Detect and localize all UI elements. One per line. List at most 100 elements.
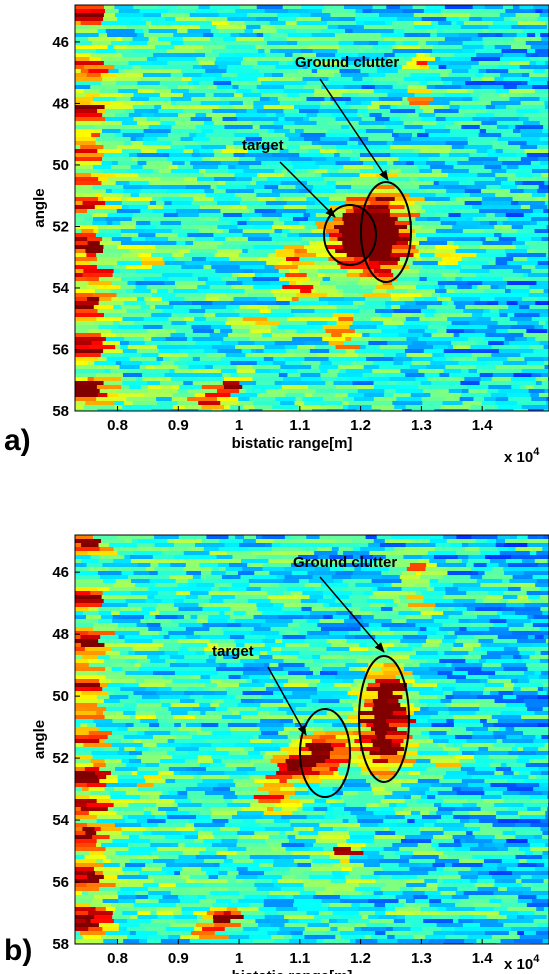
heatmap-cell — [278, 743, 290, 748]
heatmap-cell — [276, 575, 286, 580]
heatmap-cell — [408, 603, 437, 608]
heatmap-cell — [118, 325, 144, 330]
heatmap-cell — [522, 559, 536, 564]
heatmap-cell — [319, 783, 345, 788]
heatmap-cell — [431, 333, 455, 338]
heatmap-cell — [426, 277, 447, 282]
heatmap-cell — [256, 707, 279, 712]
heatmap-cell — [284, 795, 291, 800]
heatmap-cell — [379, 863, 400, 868]
heatmap-cell — [122, 133, 145, 138]
heatmap-cell — [278, 261, 293, 266]
heatmap-cell — [443, 409, 470, 411]
heatmap-cell — [195, 683, 206, 688]
heatmap-cell — [436, 631, 449, 636]
heatmap-cell — [372, 5, 387, 10]
heatmap-cell — [507, 357, 525, 362]
heatmap-cell — [99, 679, 112, 684]
heatmap-cell — [258, 799, 282, 804]
heatmap-cell — [392, 85, 409, 90]
heatmap-cell — [525, 41, 549, 46]
heatmap-cell — [187, 29, 212, 34]
heatmap-cell — [350, 759, 374, 764]
heatmap-cell — [507, 623, 525, 628]
heatmap-cell — [187, 81, 194, 86]
heatmap-cell — [348, 377, 369, 382]
heatmap-cell — [88, 631, 116, 636]
heatmap-cell — [197, 217, 208, 222]
heatmap-cell — [228, 535, 236, 540]
heatmap-cell — [383, 659, 414, 664]
heatmap-cell — [299, 779, 322, 784]
heatmap-cell — [398, 863, 420, 868]
heatmap-cell — [355, 13, 380, 18]
heatmap-cell — [133, 571, 150, 576]
heatmap-cell — [534, 635, 545, 640]
heatmap-cell — [399, 5, 414, 10]
heatmap-cell — [143, 101, 150, 106]
heatmap-cell — [213, 197, 242, 202]
heatmap-cell — [121, 385, 130, 390]
heatmap-cell — [133, 723, 150, 728]
heatmap-cell — [246, 847, 272, 852]
heatmap-cell — [271, 647, 282, 652]
heatmap-cell — [153, 735, 177, 740]
heatmap-cell — [314, 727, 324, 732]
heatmap-cell — [311, 401, 343, 406]
heatmap-cell — [453, 357, 478, 362]
heatmap-cell — [111, 667, 123, 672]
heatmap-cell — [466, 627, 490, 632]
heatmap-cell — [414, 583, 431, 588]
heatmap-cell — [419, 269, 450, 274]
heatmap-cell — [138, 173, 163, 178]
heatmap-cell — [377, 587, 403, 592]
heatmap-cell — [185, 759, 199, 764]
heatmap-cell — [532, 643, 549, 648]
heatmap-cell — [157, 603, 175, 608]
heatmap-cell — [334, 33, 357, 38]
heatmap-cell — [489, 775, 513, 780]
heatmap-cell — [495, 261, 508, 266]
heatmap-cell — [326, 229, 340, 234]
heatmap-cell — [180, 699, 196, 704]
heatmap-cell — [150, 851, 170, 856]
heatmap-cell — [495, 815, 521, 820]
heatmap-cell — [156, 57, 177, 62]
heatmap-cell — [539, 165, 549, 170]
heatmap-cell — [171, 619, 198, 624]
heatmap-cell — [368, 595, 377, 600]
heatmap-cell — [310, 41, 340, 46]
heatmap-cell — [75, 819, 98, 824]
heatmap-cell — [75, 313, 105, 318]
heatmap-cell — [149, 579, 177, 584]
heatmap-cell — [363, 851, 380, 856]
heatmap-cell — [308, 827, 315, 832]
heatmap-cell — [518, 847, 531, 852]
heatmap-cell — [444, 635, 458, 640]
heatmap-cell — [486, 109, 517, 114]
heatmap-cell — [540, 827, 549, 832]
heatmap-cell — [395, 675, 415, 680]
heatmap-cell — [171, 385, 180, 390]
heatmap-cell — [261, 93, 283, 98]
heatmap-cell — [213, 863, 221, 868]
heatmap-cell — [545, 193, 549, 198]
heatmap-cell — [390, 105, 398, 110]
heatmap-cell — [496, 121, 524, 126]
heatmap-cell — [101, 583, 114, 588]
heatmap-cell — [192, 707, 217, 712]
heatmap-cell — [96, 695, 110, 700]
heatmap-cell — [87, 723, 97, 728]
heatmap-cell — [313, 185, 337, 190]
heatmap-cell — [274, 129, 291, 134]
heatmap-cell — [280, 181, 308, 186]
heatmap-cell — [259, 145, 278, 150]
heatmap-cell — [354, 739, 372, 744]
heatmap-cell — [396, 81, 421, 86]
heatmap-cell — [480, 643, 488, 648]
heatmap-cell — [168, 787, 187, 792]
heatmap-cell — [226, 69, 242, 74]
heatmap-cell — [154, 583, 179, 588]
heatmap-cell — [411, 361, 431, 366]
heatmap-cell — [152, 859, 176, 864]
